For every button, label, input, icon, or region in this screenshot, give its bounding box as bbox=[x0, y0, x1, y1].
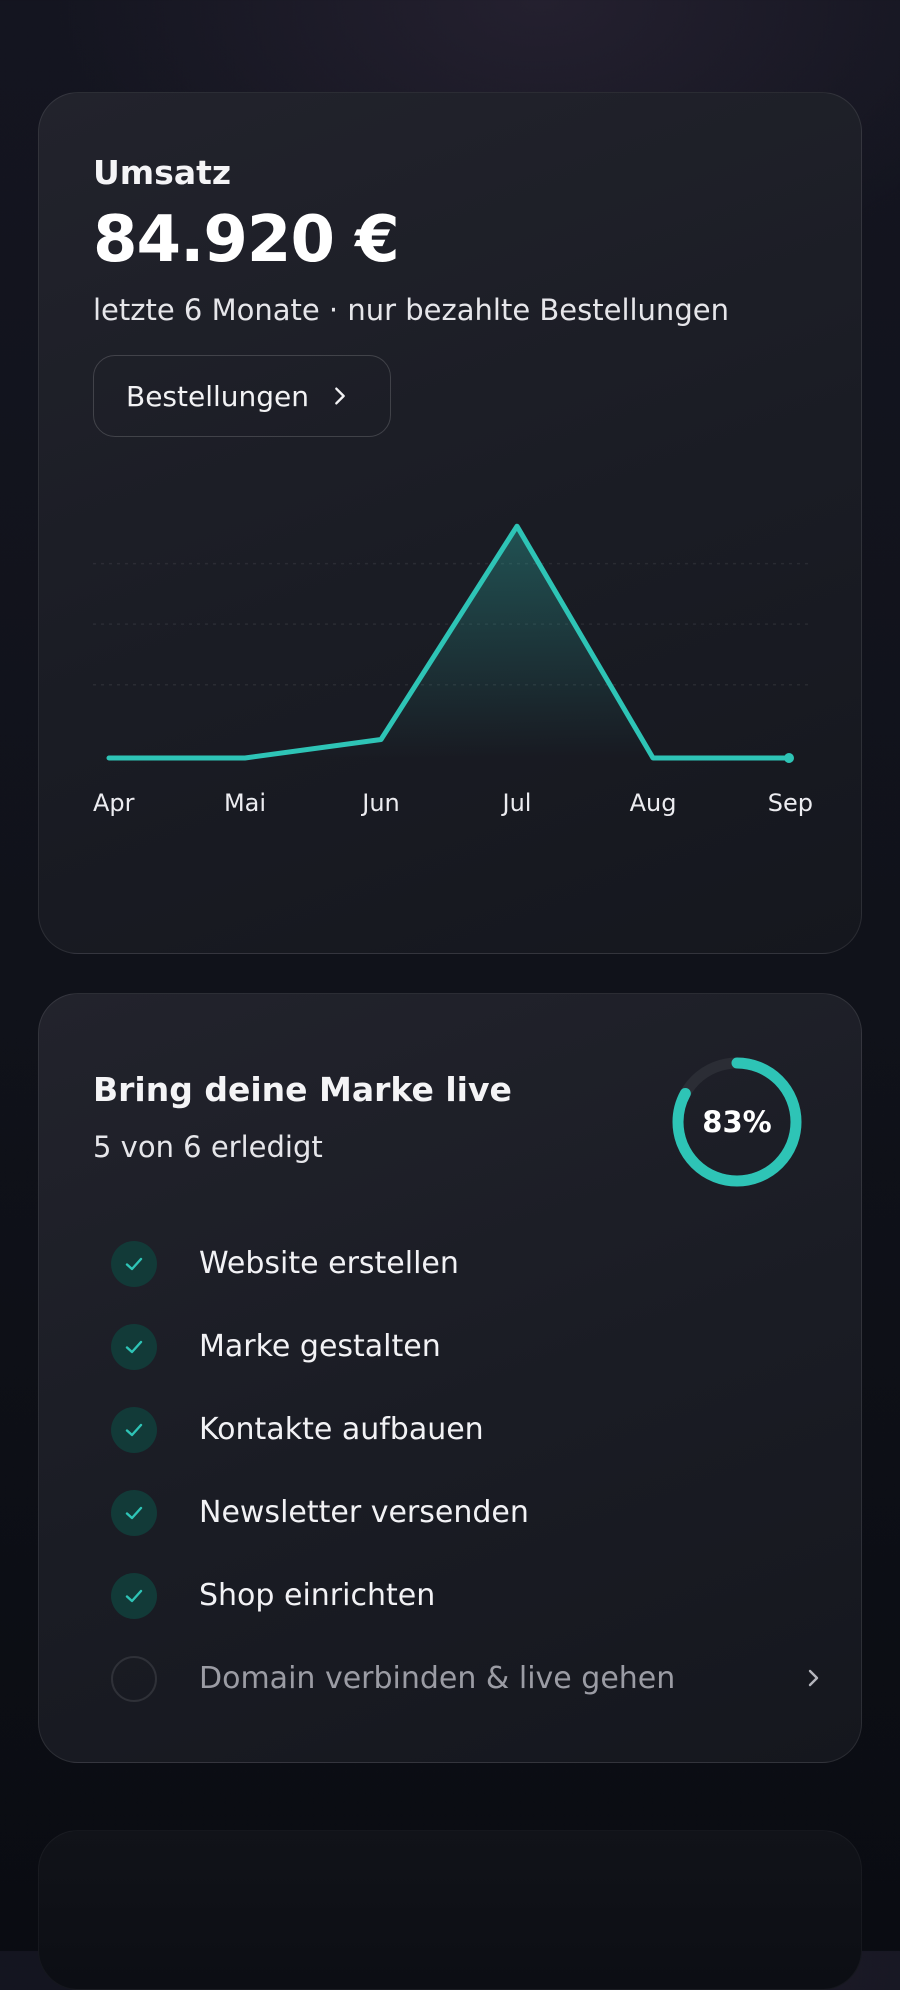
progress-ring bbox=[672, 1057, 802, 1187]
task-item-pending[interactable]: Domain verbinden & live gehen bbox=[111, 1637, 831, 1720]
chevron-right-icon bbox=[808, 1669, 819, 1687]
revenue-amount: 84.920 € bbox=[93, 203, 400, 277]
x-tick-label: Sep bbox=[768, 789, 813, 817]
orders-button-label: Bestellungen bbox=[126, 379, 310, 413]
task-label: Website erstellen bbox=[199, 1246, 459, 1281]
check-icon bbox=[111, 1323, 157, 1370]
task-list: Website erstellen Marke gestalten Kontak… bbox=[111, 1222, 831, 1720]
chart-area-fill bbox=[109, 526, 789, 758]
empty-circle-icon bbox=[111, 1655, 157, 1702]
chart-point-sep bbox=[784, 753, 794, 763]
x-tick-label: Mai bbox=[224, 789, 266, 817]
task-label: Shop einrichten bbox=[199, 1578, 436, 1613]
revenue-subtitle: letzte 6 Monate · nur bezahlte Bestellun… bbox=[93, 293, 729, 327]
check-icon bbox=[111, 1240, 157, 1287]
x-tick-label: Apr bbox=[93, 789, 135, 817]
task-item[interactable]: Kontakte aufbauen bbox=[111, 1388, 831, 1471]
next-card bbox=[38, 1830, 862, 1990]
revenue-label: Umsatz bbox=[93, 153, 232, 192]
x-tick-label: Jun bbox=[360, 789, 400, 817]
x-tick-label: Jul bbox=[501, 789, 532, 817]
check-icon bbox=[111, 1572, 157, 1619]
task-label: Kontakte aufbauen bbox=[199, 1412, 484, 1447]
x-tick-label: Aug bbox=[630, 789, 677, 817]
check-icon bbox=[111, 1406, 157, 1453]
chart-series-line bbox=[106, 523, 792, 761]
revenue-chart: Apr Mai Jun Jul Aug Sep bbox=[93, 523, 813, 817]
launch-checklist-card: Bring deine Marke live 5 von 6 erledigt … bbox=[38, 993, 862, 1763]
chevron-right-icon bbox=[335, 387, 345, 405]
task-item[interactable]: Newsletter versenden bbox=[111, 1471, 831, 1554]
task-label: Newsletter versenden bbox=[199, 1495, 529, 1530]
task-item[interactable]: Website erstellen bbox=[111, 1222, 831, 1305]
task-item[interactable]: Marke gestalten bbox=[111, 1305, 831, 1388]
orders-button[interactable]: Bestellungen bbox=[93, 355, 391, 437]
revenue-card: Umsatz 84.920 € letzte 6 Monate · nur be… bbox=[38, 92, 862, 954]
progress-ring-arc bbox=[672, 1057, 802, 1187]
task-label: Domain verbinden & live gehen bbox=[199, 1661, 676, 1696]
task-label: Marke gestalten bbox=[199, 1329, 441, 1364]
check-icon bbox=[111, 1489, 157, 1536]
task-item[interactable]: Shop einrichten bbox=[111, 1554, 831, 1637]
progress-percent: 83% bbox=[702, 1105, 772, 1139]
launch-title: Bring deine Marke live bbox=[93, 1070, 512, 1109]
launch-progress-text: 5 von 6 erledigt bbox=[93, 1130, 323, 1164]
